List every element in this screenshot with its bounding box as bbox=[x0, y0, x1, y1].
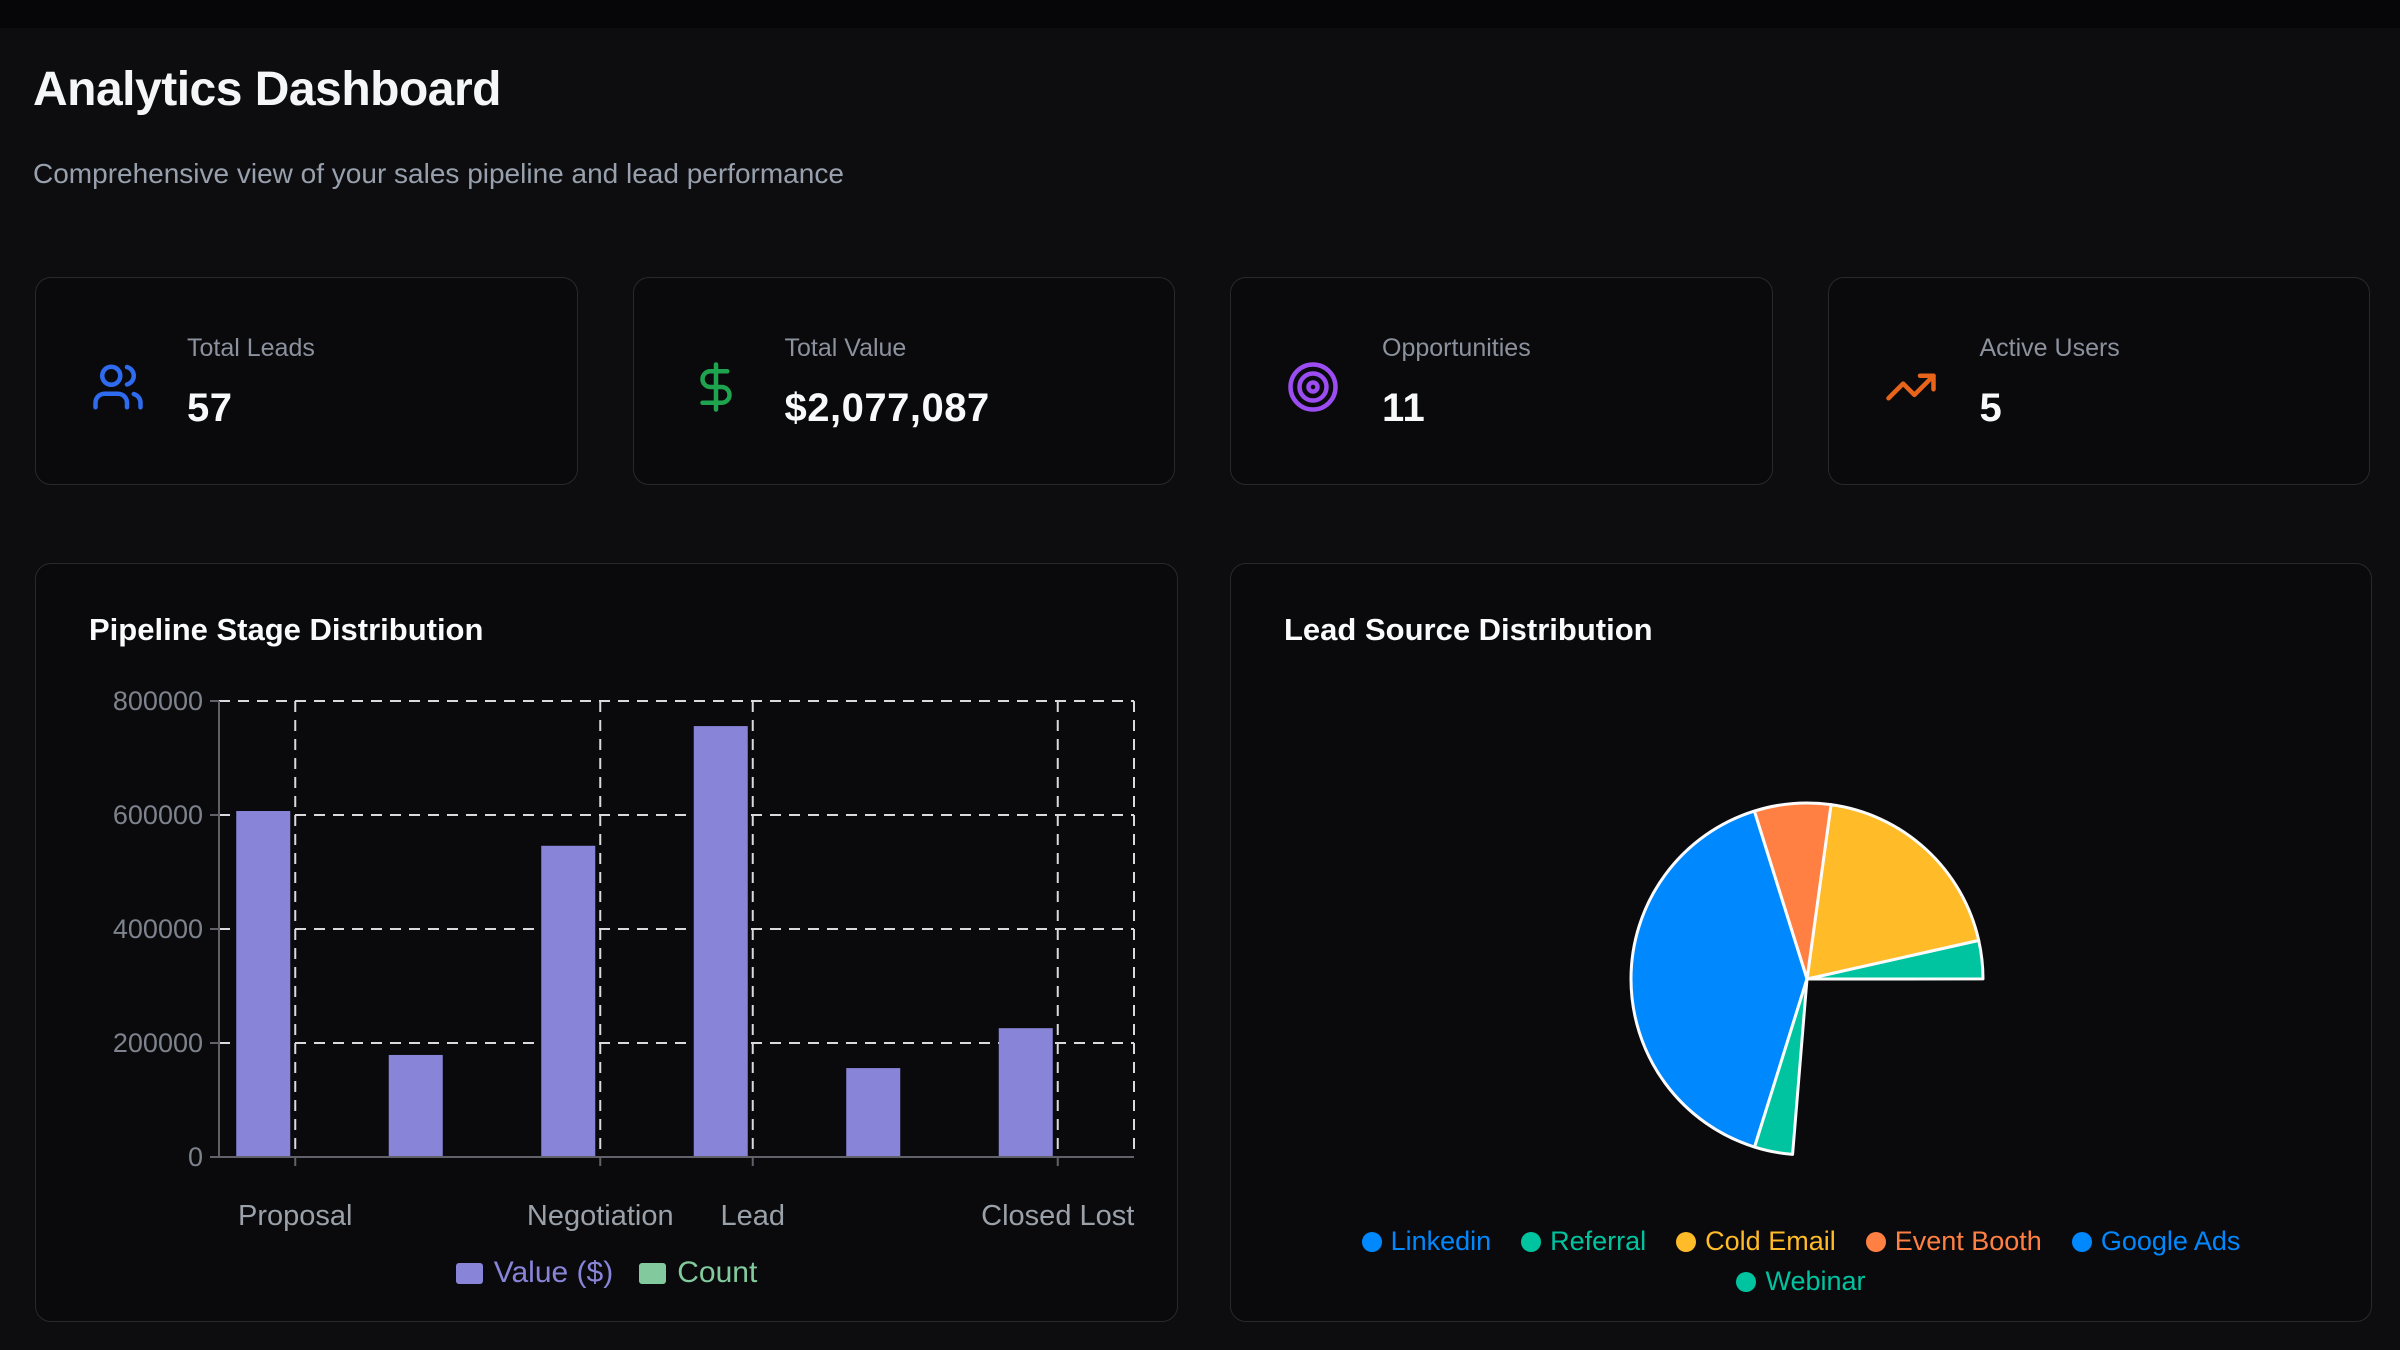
y-axis-tick-label: 800000 bbox=[113, 686, 203, 716]
x-axis-tick-label: Closed Lost bbox=[981, 1200, 1134, 1232]
bar-stage-2[interactable] bbox=[388, 1054, 443, 1157]
stat-card-value: $2,077,087 bbox=[784, 386, 990, 430]
y-axis-tick-label: 0 bbox=[188, 1142, 203, 1172]
bar-closed-lost[interactable] bbox=[998, 1028, 1053, 1157]
bar-chart-title: Pipeline Stage Distribution bbox=[89, 612, 484, 647]
pie-legend-row: Linkedin Referral Cold Email Event Booth Goo… bbox=[1361, 1226, 2241, 1257]
stat-card-opportunities: Opportunities 11 bbox=[1230, 277, 1773, 485]
legend-item-value-[interactable]: Value ($) bbox=[455, 1256, 614, 1290]
stat-card-label: Opportunities bbox=[1382, 334, 1531, 362]
pipeline-stage-panel: Pipeline Stage Distribution 0 200000 40000… bbox=[35, 563, 1178, 1322]
pie-chart-title: Lead Source Distribution bbox=[1284, 612, 1653, 647]
stat-card-value: 57 bbox=[187, 386, 233, 430]
lead-source-pie-chart[interactable] bbox=[1231, 564, 2371, 1321]
bar-chart-legend: Value ($) Count bbox=[36, 1256, 1177, 1290]
top-strip bbox=[0, 0, 2400, 28]
stat-card-active-users: Active Users 5 bbox=[1827, 277, 2370, 485]
pie-slice-cold-email[interactable] bbox=[1805, 803, 1981, 981]
stat-card-value: 11 bbox=[1382, 386, 1426, 430]
x-axis-tick-label: Proposal bbox=[238, 1200, 352, 1232]
legend-dot bbox=[1736, 1271, 1757, 1292]
stat-card-label: Active Users bbox=[1979, 334, 2120, 362]
page-title: Analytics Dashboard bbox=[33, 63, 501, 116]
x-axis-tick-label: Negotiation bbox=[527, 1200, 674, 1232]
legend-swatch bbox=[455, 1262, 483, 1284]
legend-swatch bbox=[639, 1262, 667, 1284]
bar-negotiation[interactable] bbox=[541, 845, 596, 1157]
legend-item-referral[interactable]: Referral bbox=[1521, 1226, 1646, 1257]
legend-item-webinar[interactable]: Webinar bbox=[1736, 1266, 1866, 1297]
stat-card-label: Total Value bbox=[784, 334, 907, 362]
x-axis-tick-label: Lead bbox=[720, 1200, 785, 1232]
y-axis-tick-label: 600000 bbox=[113, 800, 203, 830]
legend-label: Count bbox=[677, 1256, 758, 1289]
pie-slice-google-ads[interactable] bbox=[1629, 809, 1809, 1149]
stat-card-total-value: Total Value $2,077,087 bbox=[632, 277, 1175, 485]
y-axis-tick-label: 200000 bbox=[113, 1028, 203, 1058]
legend-item-cold-email[interactable]: Cold Email bbox=[1676, 1226, 1836, 1257]
legend-label: Referral bbox=[1550, 1226, 1647, 1256]
stat-card-label: Total Leads bbox=[187, 334, 315, 362]
legend-dot bbox=[1865, 1231, 1886, 1252]
target-icon bbox=[1286, 360, 1340, 414]
dollar-sign-icon bbox=[689, 360, 743, 414]
pie-slice-webinar[interactable] bbox=[1753, 977, 1809, 1156]
legend-item-event-booth[interactable]: Event Booth bbox=[1865, 1226, 2042, 1257]
legend-item-linkedin[interactable]: Linkedin bbox=[1361, 1226, 1492, 1257]
lead-source-panel: Lead Source Distribution Linkedin Referra… bbox=[1230, 563, 2372, 1322]
legend-label: Event Booth bbox=[1894, 1226, 2042, 1256]
legend-label: Linkedin bbox=[1390, 1226, 1492, 1256]
legend-dot bbox=[1521, 1231, 1542, 1252]
legend-label: Cold Email bbox=[1705, 1226, 1836, 1256]
y-axis-tick-label: 400000 bbox=[113, 914, 203, 944]
legend-item-count[interactable]: Count bbox=[639, 1256, 757, 1290]
pipeline-bar-chart[interactable]: 0 200000 400000 600000 800000 Proposal Negotia… bbox=[36, 564, 1177, 1321]
legend-dot bbox=[1676, 1231, 1697, 1252]
trending-up-icon bbox=[1884, 360, 1938, 414]
bar-proposal[interactable] bbox=[236, 811, 291, 1157]
pie-legend-row: Webinar bbox=[1736, 1266, 1866, 1297]
legend-dot bbox=[1361, 1231, 1382, 1252]
stat-card-value: 5 bbox=[1979, 386, 2003, 430]
legend-label: Value ($) bbox=[493, 1256, 614, 1289]
legend-item-google-ads[interactable]: Google Ads bbox=[2071, 1226, 2241, 1257]
bar-stage-5[interactable] bbox=[846, 1068, 901, 1157]
stat-card-total-leads: Total Leads 57 bbox=[35, 277, 578, 485]
stat-cards-row: Total Leads 57 Total Value $2,077,087 Op… bbox=[35, 277, 2370, 485]
pie-chart-legend: Linkedin Referral Cold Email Event Booth Goo… bbox=[1231, 1226, 2371, 1297]
legend-label: Google Ads bbox=[2100, 1226, 2241, 1256]
bar-lead[interactable] bbox=[693, 726, 748, 1157]
legend-label: Webinar bbox=[1765, 1266, 1866, 1296]
legend-dot bbox=[2071, 1231, 2092, 1252]
users-icon bbox=[91, 360, 145, 414]
page-subtitle: Comprehensive view of your sales pipelin… bbox=[33, 158, 844, 189]
